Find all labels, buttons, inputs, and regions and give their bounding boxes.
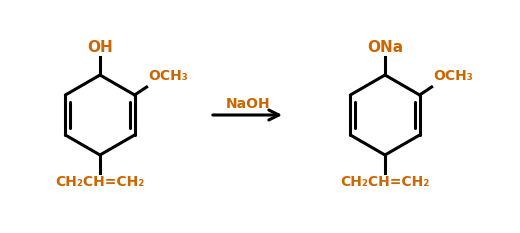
Text: OH: OH (87, 40, 113, 55)
Text: CH₂CH=CH₂: CH₂CH=CH₂ (55, 175, 145, 189)
Text: NaOH: NaOH (226, 97, 270, 111)
Text: OCH₃: OCH₃ (149, 69, 188, 83)
Text: OCH₃: OCH₃ (434, 69, 473, 83)
Text: CH₂CH=CH₂: CH₂CH=CH₂ (341, 175, 430, 189)
Text: ONa: ONa (367, 40, 403, 55)
